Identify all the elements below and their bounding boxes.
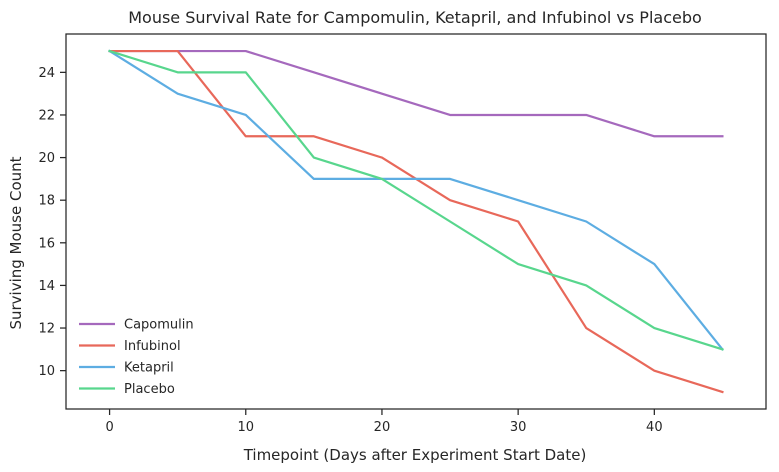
legend: Capomulin Infubinol Ketapril Placebo xyxy=(79,318,194,397)
series-line-capomulin xyxy=(108,49,724,138)
plot-area xyxy=(65,33,767,410)
x-axis-ticks: 0 10 20 30 40 xyxy=(105,409,663,435)
y-tick-label: 12 xyxy=(38,322,55,337)
y-tick-label: 16 xyxy=(38,236,55,251)
legend-label-ketapril: Ketapril xyxy=(124,361,174,376)
y-tick-label: 22 xyxy=(38,108,55,123)
legend-label-placebo: Placebo xyxy=(124,382,175,397)
x-axis-label: Timepoint (Days after Experiment Start D… xyxy=(243,446,587,464)
x-tick-label: 30 xyxy=(510,420,527,435)
x-tick-label: 20 xyxy=(374,420,391,435)
y-tick-label: 24 xyxy=(38,66,55,81)
x-tick-label: 0 xyxy=(105,420,113,435)
y-axis-ticks: 10 12 14 16 18 20 22 24 xyxy=(38,66,66,379)
y-tick-label: 20 xyxy=(38,151,55,166)
x-tick-label: 40 xyxy=(646,420,663,435)
y-tick-label: 18 xyxy=(38,194,55,209)
series-line-ketapril xyxy=(108,49,724,351)
x-tick-label: 10 xyxy=(237,420,254,435)
y-tick-label: 10 xyxy=(38,364,55,379)
legend-label-capomulin: Capomulin xyxy=(124,318,194,333)
plot-frame xyxy=(65,33,767,410)
chart-title: Mouse Survival Rate for Campomulin, Keta… xyxy=(128,8,702,27)
legend-label-infubinol: Infubinol xyxy=(124,339,181,354)
series-group xyxy=(108,49,724,394)
series-line-placebo xyxy=(108,49,724,351)
y-axis-label: Surviving Mouse Count xyxy=(7,156,25,329)
y-tick-label: 14 xyxy=(38,279,55,294)
